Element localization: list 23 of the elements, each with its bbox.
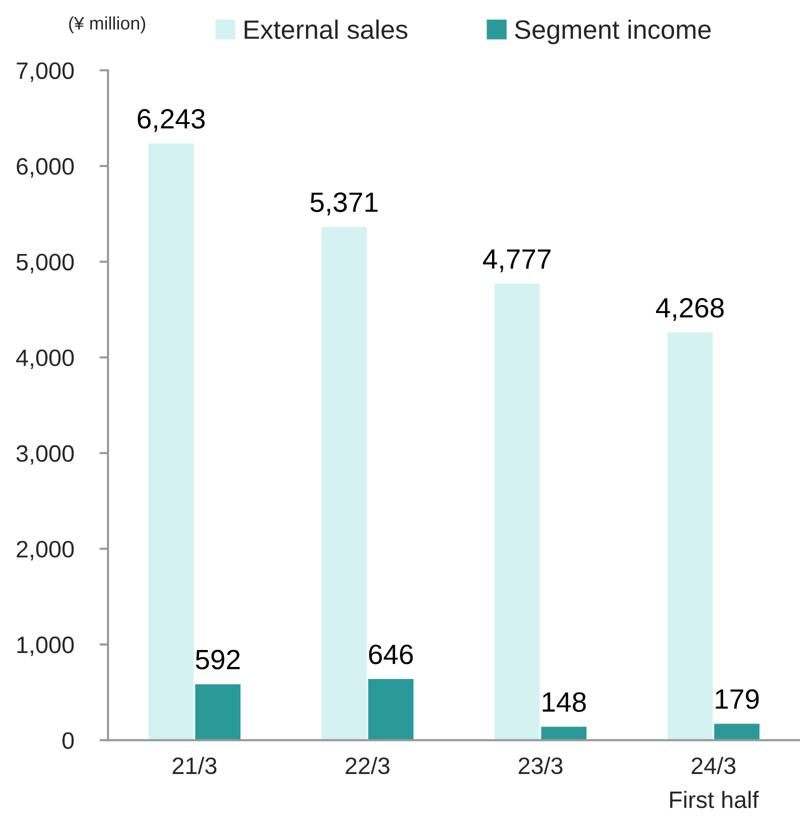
data-label: 148: [542, 692, 586, 712]
y-axis-title: (¥ million): [69, 16, 146, 34]
y-tick-label: 4,000: [16, 349, 74, 369]
y-tick-label: 2,000: [16, 540, 74, 560]
legend-label: Segment income: [515, 20, 711, 44]
x-tick-label: 21/3: [172, 756, 216, 774]
legend-label: External sales: [244, 20, 408, 39]
y-tick-label: 1,000: [17, 636, 74, 656]
data-label: 4,777: [483, 250, 551, 272]
x-tick-label: 24/3 First half: [670, 756, 759, 808]
data-label: 5,371: [310, 192, 378, 216]
y-tick-label: 0: [62, 732, 74, 749]
data-label: 4,268: [656, 298, 724, 321]
y-tick-label: 6,000: [16, 158, 74, 178]
data-label: 592: [196, 650, 240, 670]
x-tick-label: 23/3: [518, 756, 562, 774]
y-tick-label: 7,000: [16, 62, 74, 82]
y-tick-label: 5,000: [16, 254, 74, 274]
x-tick-label: 22/3: [346, 756, 390, 774]
data-label: 6,243: [138, 108, 205, 132]
y-tick-label: 3,000: [16, 445, 74, 465]
data-label: 179: [716, 689, 759, 709]
data-label: 646: [369, 644, 413, 664]
